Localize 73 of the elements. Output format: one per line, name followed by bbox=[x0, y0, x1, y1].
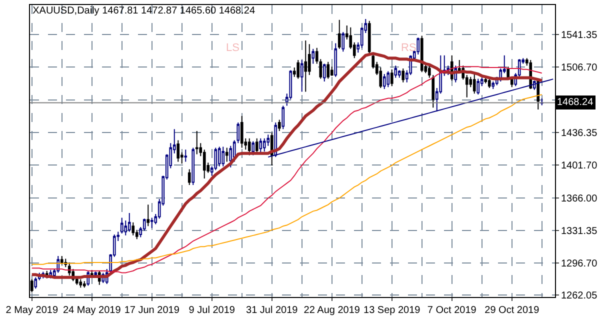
candlestick bbox=[416, 37, 420, 55]
candlestick bbox=[398, 70, 401, 78]
x-tick-label: 13 Sep 2019 bbox=[364, 305, 421, 316]
candlestick bbox=[326, 61, 330, 80]
candlestick bbox=[82, 280, 86, 288]
candlestick bbox=[176, 140, 180, 162]
x-tick-label: 31 Jul 2019 bbox=[246, 305, 298, 316]
candlestick bbox=[192, 147, 195, 186]
candlestick bbox=[386, 70, 390, 88]
y-tick-label: 1506.70 bbox=[561, 62, 598, 74]
y-tick-label: 1541.35 bbox=[561, 30, 598, 42]
candlestick bbox=[79, 278, 82, 288]
candlestick bbox=[330, 66, 334, 76]
candlestick bbox=[368, 20, 371, 55]
candlestick bbox=[282, 105, 285, 130]
candlestick bbox=[188, 168, 191, 186]
x-tick-label: 22 Aug 2019 bbox=[304, 305, 360, 316]
y-tick-label: 1366.00 bbox=[561, 194, 598, 205]
candlestick bbox=[334, 42, 338, 78]
candlestick bbox=[150, 217, 154, 228]
candlestick bbox=[342, 32, 345, 52]
candlestick bbox=[225, 147, 228, 162]
annotation: LS bbox=[226, 42, 240, 54]
x-tick-label: 2 May 2019 bbox=[6, 305, 58, 316]
y-tick-label: 1331.35 bbox=[561, 226, 598, 237]
x-tick-label: 24 May 2019 bbox=[62, 305, 122, 316]
candlestick bbox=[240, 116, 244, 148]
candlestick bbox=[420, 35, 424, 73]
candlestick bbox=[222, 146, 225, 167]
candlestick bbox=[304, 40, 308, 92]
y-tick-label: 1436.35 bbox=[561, 128, 598, 139]
candlestick bbox=[402, 68, 405, 83]
candlestick bbox=[94, 271, 98, 278]
candlestick bbox=[146, 204, 150, 227]
candlestick bbox=[488, 77, 491, 89]
candlestick bbox=[278, 119, 281, 132]
candlestick bbox=[536, 79, 540, 110]
candlestick bbox=[60, 255, 64, 265]
line-series bbox=[31, 94, 542, 265]
x-tick-label: 17 Jun 2019 bbox=[124, 305, 180, 316]
candlestick bbox=[484, 76, 488, 84]
chart-title: XAUUSD,Daily 1467.81 1472.87 1465.60 1468.24 bbox=[32, 5, 256, 16]
candlestick bbox=[472, 72, 476, 94]
y-tick-label: 1262.05 bbox=[561, 290, 598, 302]
candlestick bbox=[90, 269, 94, 278]
candlestick bbox=[259, 138, 262, 154]
candlestick bbox=[296, 60, 300, 80]
candlestick bbox=[476, 78, 480, 96]
y-tick-label: 1401.70 bbox=[561, 160, 598, 172]
x-tick-label: 29 Oct 2019 bbox=[484, 305, 540, 316]
ref-line-label: 1468.24 bbox=[557, 97, 594, 108]
candlestick bbox=[382, 74, 386, 90]
candlestick bbox=[338, 19, 341, 50]
candlestick bbox=[132, 222, 135, 236]
candlestick bbox=[492, 81, 495, 90]
candlestick bbox=[255, 138, 258, 155]
x-tick-label: 9 Jul 2019 bbox=[188, 305, 236, 316]
candlestick bbox=[218, 146, 221, 167]
candlestick bbox=[195, 130, 198, 155]
candlestick bbox=[312, 48, 315, 64]
y-tick-label: 1296.70 bbox=[561, 258, 598, 270]
candlestick bbox=[390, 68, 394, 87]
candlestick bbox=[322, 63, 326, 82]
candlestick bbox=[300, 60, 304, 92]
x-tick-label: 7 Oct 2019 bbox=[427, 305, 477, 316]
candlestick bbox=[262, 138, 266, 152]
candlestick bbox=[128, 212, 131, 232]
line-series bbox=[268, 78, 554, 158]
candlestick bbox=[394, 65, 398, 78]
candlestick bbox=[120, 217, 124, 234]
candlestick bbox=[34, 276, 38, 290]
candlestick bbox=[184, 149, 188, 162]
annotation: RS bbox=[401, 42, 416, 54]
